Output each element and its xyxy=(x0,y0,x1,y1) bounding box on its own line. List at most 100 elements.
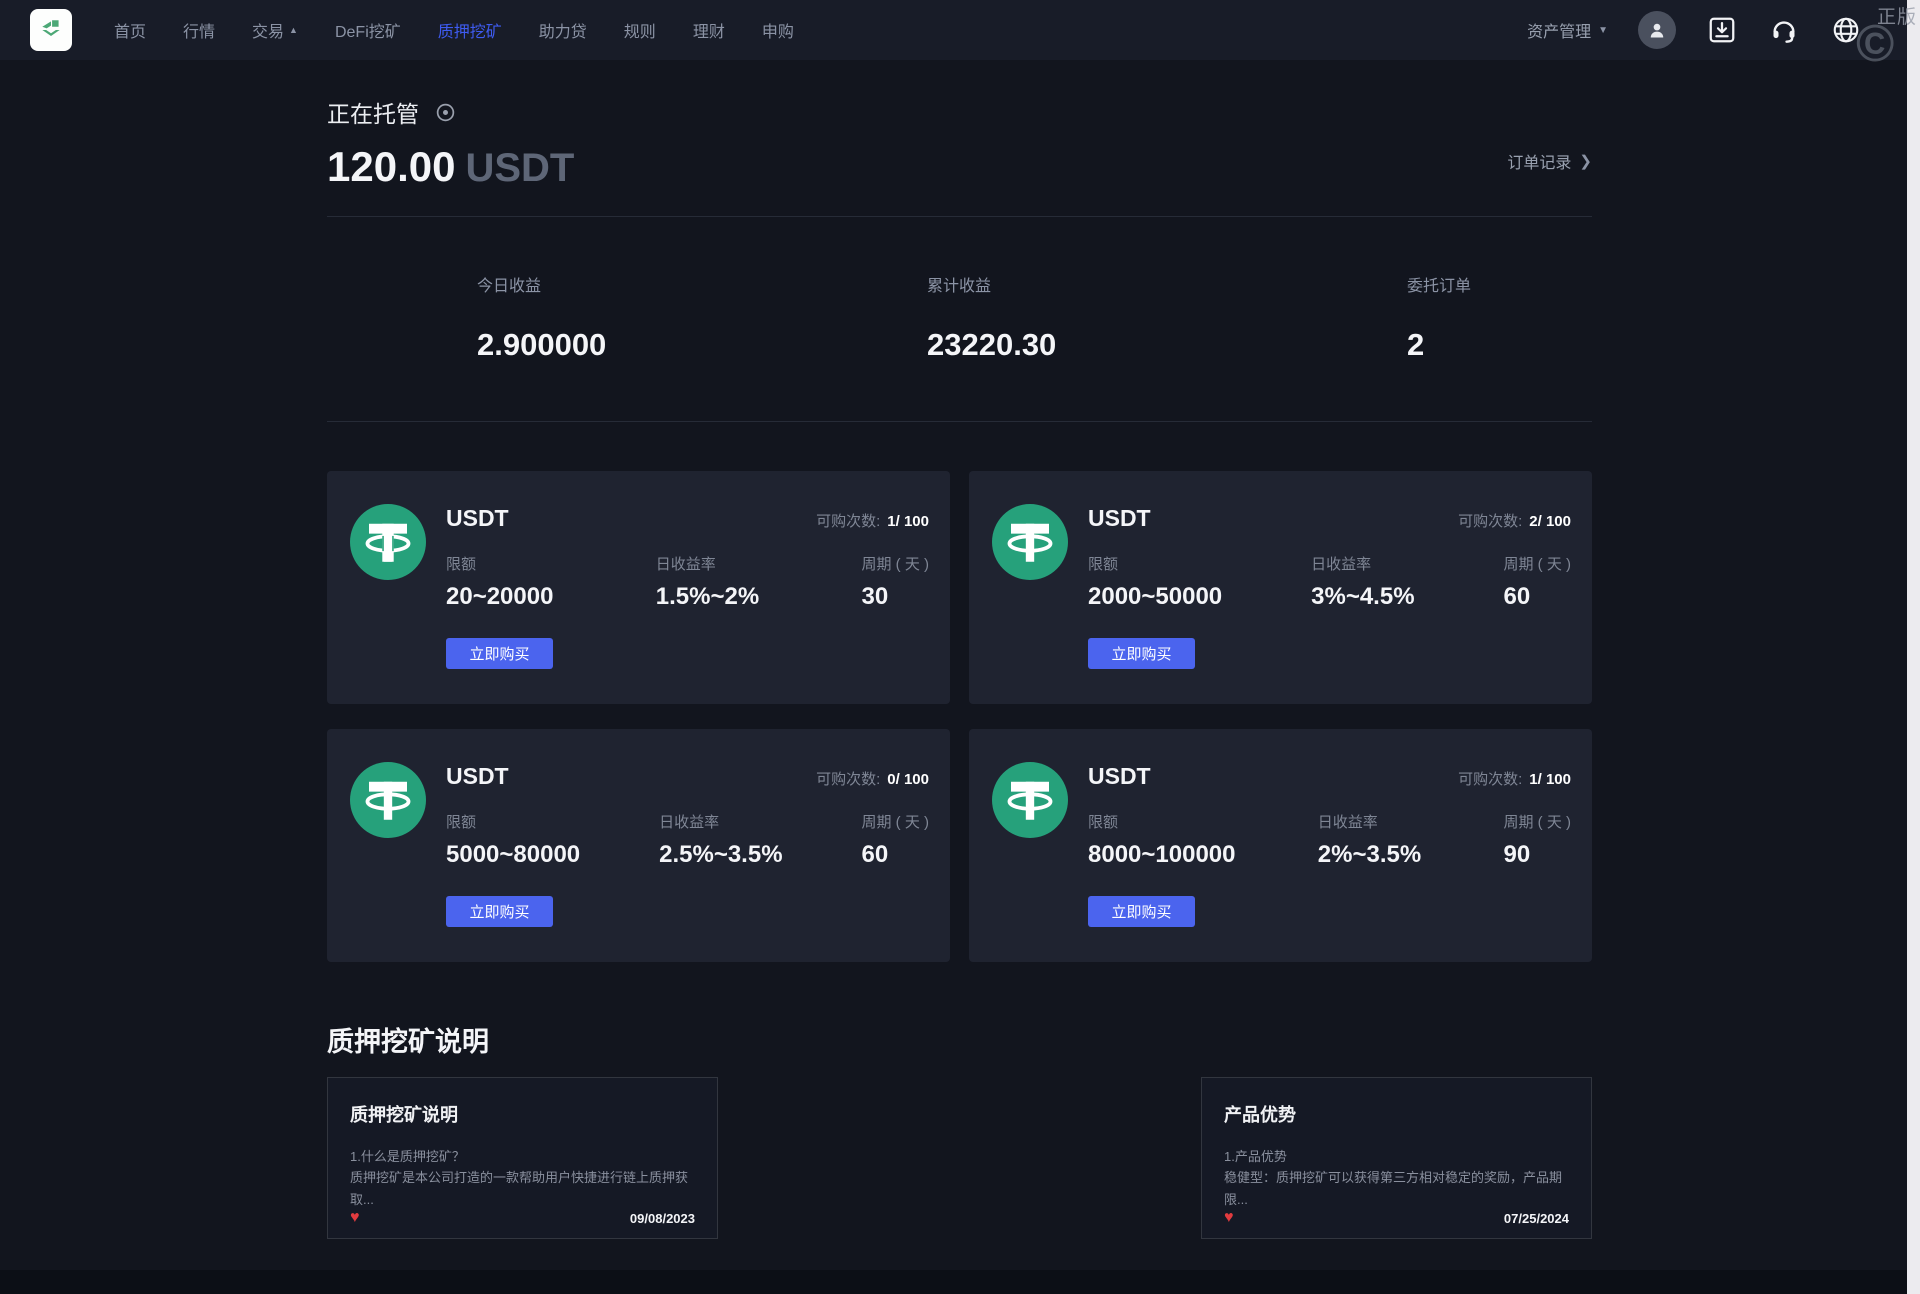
asset-management-label: 资产管理 xyxy=(1527,24,1592,41)
purchase-quota: 可购次数: 0/ 100 xyxy=(816,768,929,789)
nav-item-label: DeFi挖矿 xyxy=(334,24,401,41)
period-field: 周期 ( 天 ) 60 xyxy=(1504,553,1572,611)
period-field: 周期 ( 天 ) 30 xyxy=(861,553,929,611)
stat-value: 23220.30 xyxy=(927,327,1057,362)
nav-item-subscribe[interactable]: 申购 xyxy=(762,18,794,42)
footer-strip xyxy=(0,1270,1920,1294)
product-card: USDT 可购次数: 2/ 100 限额 2000~50000 日收益率 3%~4… xyxy=(969,471,1592,704)
nav-item-staking-mining[interactable]: 质押挖矿 xyxy=(438,18,502,42)
period-field: 周期 ( 天 ) 90 xyxy=(1504,811,1572,869)
nav-item-label: 交易 xyxy=(252,24,285,41)
nav-item-boost-loan[interactable]: 助力贷 xyxy=(539,18,587,42)
info-card-row: 质押挖矿说明 1.什么是质押挖矿？ 质押挖矿是本公司打造的一款帮助用户快捷进行链… xyxy=(327,1077,1592,1239)
info-card-text: 1.什么是质押挖矿？ 质押挖矿是本公司打造的一款帮助用户快捷进行链上质押获取..… xyxy=(350,1146,695,1210)
purchase-quota: 可购次数: 2/ 100 xyxy=(1458,510,1571,531)
stat-label: 今日收益 xyxy=(477,278,542,295)
field-label: 日收益率 xyxy=(1317,814,1378,831)
field-value: 3%~4.5% xyxy=(1311,583,1415,610)
product-card: USDT 可购次数: 0/ 100 限额 5000~80000 日收益率 2.5%… xyxy=(327,729,950,962)
nav-item-defi-mining[interactable]: DeFi挖矿 xyxy=(335,18,401,42)
field-value: 1.5%~2% xyxy=(655,583,760,610)
stat-total-profit: 累计收益 23220.30 xyxy=(927,272,1407,363)
field-value: 5000~80000 xyxy=(446,841,581,868)
field-label: 周期 ( 天 ) xyxy=(861,814,929,831)
divider xyxy=(327,421,1592,422)
buy-now-button[interactable]: 立即购买 xyxy=(1088,896,1195,927)
caret-down-icon: ▼ xyxy=(1598,24,1608,36)
field-label: 周期 ( 天 ) xyxy=(861,556,929,573)
product-card: USDT 可购次数: 1/ 100 限额 20~20000 日收益率 1.5%~2… xyxy=(327,471,950,704)
daily-rate-field: 日收益率 1.5%~2% xyxy=(656,553,759,611)
stat-value: 2 xyxy=(1407,327,1425,362)
info-card-date: 07/25/2024 xyxy=(1503,1210,1569,1226)
field-label: 日收益率 xyxy=(1311,556,1372,573)
info-section-title: 质押挖矿说明 xyxy=(327,1027,489,1057)
quota-value: 1/ 100 xyxy=(1529,771,1571,788)
stat-delegated-orders: 委托订单 2 xyxy=(1407,272,1592,363)
chevron-right-icon: ❯ xyxy=(1579,153,1592,170)
tether-logo-icon xyxy=(992,504,1068,580)
headset-icon[interactable] xyxy=(1768,14,1800,46)
quota-label: 可购次数: xyxy=(816,771,881,788)
buy-now-button[interactable]: 立即购买 xyxy=(446,896,553,927)
field-value: 2.5%~3.5% xyxy=(659,841,783,868)
field-value: 2000~50000 xyxy=(1088,583,1223,610)
order-history-link[interactable]: 订单记录 ❯ xyxy=(1507,149,1592,173)
info-card-staking-description[interactable]: 质押挖矿说明 1.什么是质押挖矿？ 质押挖矿是本公司打造的一款帮助用户快捷进行链… xyxy=(327,1077,718,1239)
daily-rate-field: 日收益率 2.5%~3.5% xyxy=(659,811,782,869)
tether-logo-icon xyxy=(992,762,1068,838)
field-label: 限额 xyxy=(446,814,477,831)
nav-item-label: 行情 xyxy=(183,24,216,41)
product-card-grid: USDT 可购次数: 1/ 100 限额 20~20000 日收益率 1.5%~2… xyxy=(327,471,1592,962)
limit-field: 限额 8000~100000 xyxy=(1088,811,1236,869)
info-card-date: 09/08/2023 xyxy=(629,1210,695,1226)
stat-value: 2.900000 xyxy=(477,327,607,362)
nav-item-trade[interactable]: 交易 ▲ xyxy=(252,18,298,42)
limit-field: 限额 5000~80000 xyxy=(446,811,580,869)
field-label: 周期 ( 天 ) xyxy=(1503,556,1572,573)
user-avatar-icon[interactable] xyxy=(1638,11,1676,49)
coin-name: USDT xyxy=(1088,505,1151,531)
nav-item-home[interactable]: 首页 xyxy=(114,18,146,42)
heart-icon[interactable]: ♥ xyxy=(1224,1209,1234,1227)
nav-item-wealth[interactable]: 理财 xyxy=(693,18,725,42)
eye-icon[interactable] xyxy=(434,101,457,124)
nav-item-label: 申购 xyxy=(761,24,794,41)
quota-value: 0/ 100 xyxy=(887,771,929,788)
quota-label: 可购次数: xyxy=(816,513,881,530)
info-card-text: 1.产品优势 稳健型：质押挖矿可以获得第三方相对稳定的奖励，产品期限... xyxy=(1224,1146,1569,1210)
nav-item-rules[interactable]: 规则 xyxy=(624,18,656,42)
asset-management-dropdown[interactable]: 资产管理 ▼ xyxy=(1527,18,1608,42)
field-label: 日收益率 xyxy=(659,814,720,831)
buy-now-button[interactable]: 立即购买 xyxy=(446,638,553,669)
field-label: 限额 xyxy=(1088,814,1119,831)
info-card-line: 质押挖矿是本公司打造的一款帮助用户快捷进行链上质押获取... xyxy=(350,1170,689,1207)
globe-icon[interactable] xyxy=(1830,14,1862,46)
field-value: 30 xyxy=(861,583,889,610)
nav-menu: 首页 行情 交易 ▲ DeFi挖矿 质押挖矿 助力贷 规则 理财 申购 xyxy=(114,18,794,42)
stat-label: 委托订单 xyxy=(1407,278,1472,295)
nav-item-label: 规则 xyxy=(623,24,656,41)
tether-logo-icon xyxy=(350,504,426,580)
brand-logo[interactable] xyxy=(30,9,72,51)
field-label: 周期 ( 天 ) xyxy=(1503,814,1572,831)
product-card: USDT 可购次数: 1/ 100 限额 8000~100000 日收益率 2%~… xyxy=(969,729,1592,962)
divider xyxy=(327,216,1592,217)
stat-today-profit: 今日收益 2.900000 xyxy=(477,272,927,363)
balance-amount: 120.00 xyxy=(327,143,456,190)
info-card-title: 产品优势 xyxy=(1224,1105,1296,1125)
scrollbar-track[interactable] xyxy=(1907,0,1920,1294)
field-value: 20~20000 xyxy=(446,583,554,610)
purchase-quota: 可购次数: 1/ 100 xyxy=(816,510,929,531)
nav-item-markets[interactable]: 行情 xyxy=(183,18,215,42)
stat-label: 累计收益 xyxy=(927,278,992,295)
coin-name: USDT xyxy=(446,505,509,531)
nav-item-label: 首页 xyxy=(114,24,147,41)
heart-icon[interactable]: ♥ xyxy=(350,1209,360,1227)
info-card-product-advantages[interactable]: 产品优势 1.产品优势 稳健型：质押挖矿可以获得第三方相对稳定的奖励，产品期限.… xyxy=(1201,1077,1592,1239)
daily-rate-field: 日收益率 3%~4.5% xyxy=(1311,553,1414,611)
field-value: 2%~3.5% xyxy=(1317,841,1422,868)
buy-now-button[interactable]: 立即购买 xyxy=(1088,638,1195,669)
download-icon[interactable] xyxy=(1706,14,1738,46)
coin-name: USDT xyxy=(1088,763,1151,789)
